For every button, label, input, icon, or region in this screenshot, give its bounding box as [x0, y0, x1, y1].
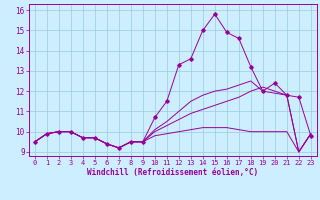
X-axis label: Windchill (Refroidissement éolien,°C): Windchill (Refroidissement éolien,°C): [87, 168, 258, 177]
